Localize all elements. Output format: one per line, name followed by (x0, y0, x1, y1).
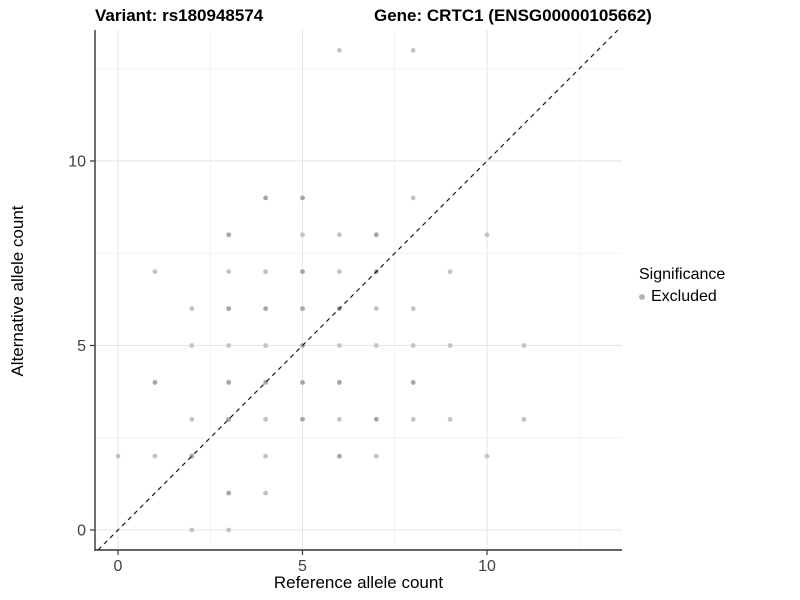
data-point (152, 453, 158, 459)
data-point (152, 380, 158, 385)
plot-title-variant: Variant: rs180948574 (95, 6, 264, 25)
data-point (263, 453, 268, 459)
plot-title-gene: Gene: CRTC1 (ENSG00000105662) (374, 6, 652, 25)
data-point (410, 343, 416, 348)
data-point (373, 416, 379, 422)
identity-line (97, 29, 619, 551)
data-point (263, 343, 268, 348)
data-point (484, 453, 490, 459)
data-point (152, 269, 158, 275)
y-axis-title: Alternative allele count (8, 205, 27, 377)
data-point (447, 416, 453, 422)
data-point (337, 232, 342, 238)
y-tick-label: 10 (68, 154, 86, 171)
data-point (410, 306, 416, 311)
data-point (263, 269, 268, 275)
x-axis-title: Reference allele count (273, 573, 444, 592)
data-point (337, 47, 342, 53)
data-point (447, 269, 453, 275)
data-point (226, 416, 232, 422)
data-point (189, 306, 195, 311)
x-tick-label: 5 (298, 558, 307, 575)
data-point (410, 47, 416, 53)
legend-item-excluded: Excluded (639, 288, 725, 306)
data-point (115, 453, 121, 459)
data-point (373, 306, 379, 311)
data-point (226, 269, 232, 275)
data-point (410, 195, 416, 201)
data-point (373, 343, 379, 348)
data-point (300, 380, 305, 385)
data-point (226, 306, 232, 311)
data-point (337, 380, 342, 385)
data-point (521, 343, 527, 348)
data-point (263, 490, 268, 496)
data-point (263, 416, 268, 422)
data-point (373, 453, 379, 459)
data-point (189, 343, 195, 348)
data-point (521, 416, 527, 422)
data-point (337, 343, 342, 348)
data-point (226, 490, 232, 496)
data-point (189, 416, 195, 422)
data-point (263, 306, 268, 311)
data-point (337, 269, 342, 275)
data-point (226, 343, 232, 348)
legend-dot-icon (639, 294, 645, 300)
y-tick-label: 0 (77, 523, 86, 540)
data-point (226, 380, 232, 385)
legend-title: Significance (639, 266, 726, 283)
data-point (337, 453, 342, 459)
data-point (226, 232, 232, 238)
data-point (484, 232, 490, 238)
data-point (300, 306, 305, 311)
x-tick-label: 10 (478, 558, 496, 575)
data-point (226, 527, 232, 533)
data-point (337, 416, 342, 422)
data-point (300, 232, 305, 238)
x-tick-label: 0 (114, 558, 123, 575)
legend-item-label: Excluded (651, 288, 717, 305)
data-point (410, 416, 416, 422)
data-point (263, 195, 268, 201)
data-point (410, 380, 416, 385)
legend: Significance Excluded (639, 266, 725, 306)
plot-title: Variant: rs180948574 Gene: CRTC1 (ENSG00… (0, 6, 800, 28)
data-point (300, 416, 305, 422)
data-point (447, 343, 453, 348)
y-tick-label: 5 (77, 338, 86, 355)
data-point (189, 527, 195, 533)
data-point (300, 195, 305, 201)
data-point (300, 269, 305, 275)
data-point (373, 232, 379, 238)
